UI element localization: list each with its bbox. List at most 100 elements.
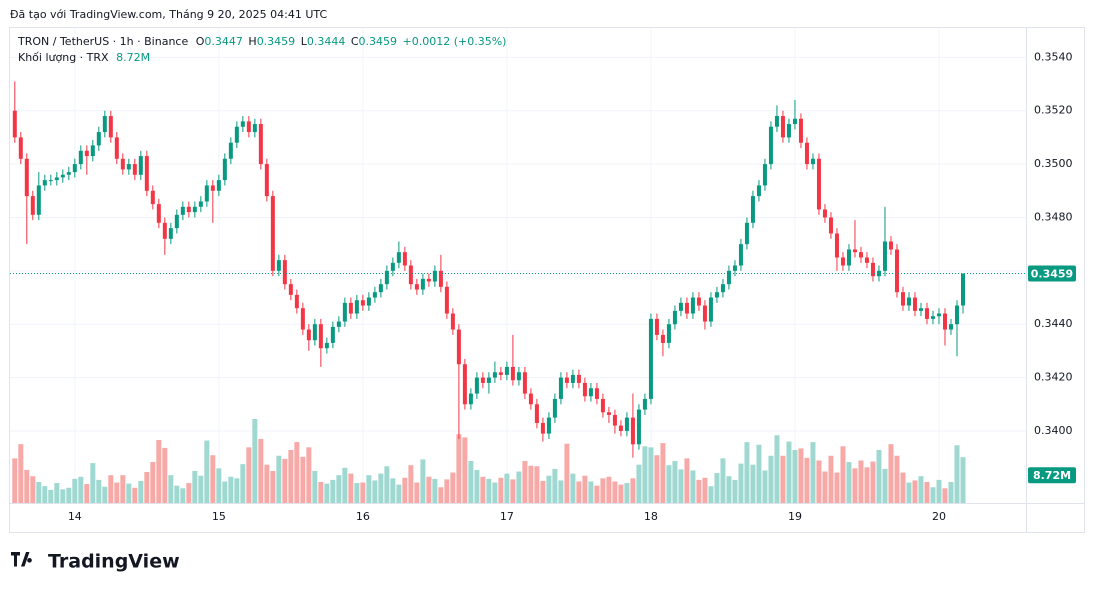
volume-bar (606, 476, 612, 503)
volume-bar (324, 483, 330, 503)
volume-bar (936, 479, 942, 503)
candle-body (576, 374, 581, 383)
x-tick-label: 16 (356, 510, 370, 523)
volume-bar (438, 487, 444, 503)
volume-bar (756, 444, 762, 503)
volume-bar (372, 480, 378, 503)
candle-body (414, 284, 419, 290)
volume-bar (528, 465, 534, 503)
volume-bar (864, 467, 870, 503)
candle-body (528, 393, 533, 405)
volume-bar (204, 440, 210, 503)
volume-bar (504, 473, 510, 503)
volume-bar (522, 461, 528, 503)
volume-bar (714, 473, 720, 503)
volume-value: 8.72M (116, 51, 150, 64)
volume-bar (498, 477, 504, 503)
candle-body (540, 422, 545, 434)
volume-bar (36, 482, 42, 503)
volume-bar (360, 482, 366, 503)
candle-body (654, 318, 659, 335)
volume-bar (888, 444, 894, 503)
volume-bar (894, 455, 900, 503)
candle-body (408, 265, 413, 285)
volume-bar (720, 458, 726, 503)
candle-body (870, 262, 875, 277)
volume-bar (66, 487, 72, 503)
logo-text: TradingView (48, 551, 180, 573)
volume-bar (432, 478, 438, 503)
volume-bar (798, 448, 804, 503)
candle-body (546, 417, 551, 434)
candle-body (498, 372, 503, 375)
volume-bar (624, 483, 630, 503)
candle-body (348, 302, 353, 314)
candle-body (864, 257, 869, 263)
ohlc-label: H (248, 35, 256, 48)
candle-body (402, 252, 407, 266)
candle-body (594, 388, 599, 399)
candle-body (198, 201, 203, 207)
ohlc-value: 0.3459 (359, 35, 398, 48)
candle-body (138, 156, 143, 175)
volume-bar (12, 458, 18, 503)
candle-body (492, 372, 497, 378)
volume-bar (282, 458, 288, 503)
volume-bar (318, 482, 324, 503)
volume-bar (960, 457, 966, 503)
candle-body (336, 321, 341, 327)
candle-body (510, 366, 515, 381)
volume-bar (882, 468, 888, 503)
candle-body (438, 270, 443, 287)
candle-body (450, 313, 455, 330)
candle-body (474, 377, 479, 394)
volume-bar (654, 455, 660, 503)
x-tick-label: 18 (644, 510, 658, 523)
candle-body (636, 409, 641, 445)
candle-body (312, 324, 317, 341)
candle-body (792, 118, 797, 125)
candle-body (804, 142, 809, 165)
volume-bar (492, 482, 498, 503)
volume-bar (462, 437, 468, 503)
volume-bar (648, 447, 654, 503)
candle-body (162, 222, 167, 239)
volume-bar (468, 461, 474, 503)
candle-body (552, 398, 557, 418)
volume-bar (828, 455, 834, 503)
volume-bar (168, 475, 174, 503)
volume-bar (762, 470, 768, 503)
ohlc-value: 0.3444 (307, 35, 346, 48)
logo-icon (11, 552, 32, 567)
last-price-box (1028, 265, 1076, 282)
candle-body (156, 204, 161, 223)
candle-body (888, 241, 893, 250)
ohlc-value: 0.3459 (257, 35, 296, 48)
candle-body (114, 137, 119, 159)
volume-bar (30, 476, 36, 503)
candle-body (720, 284, 725, 293)
candle-body (192, 206, 197, 213)
volume-bar (276, 455, 282, 503)
candle-body (918, 308, 923, 311)
candle-body (942, 313, 947, 330)
candle-body (384, 270, 389, 285)
volume-bar (150, 462, 156, 503)
volume-bar (384, 466, 390, 503)
candle-body (48, 180, 53, 182)
candle-body (246, 121, 251, 133)
volume-bar (102, 486, 108, 503)
volume-bar (126, 483, 132, 503)
volume-bar (774, 435, 780, 503)
volume-bar (258, 438, 264, 503)
volume-bar (510, 479, 516, 503)
volume-bar (576, 481, 582, 503)
candle-body (342, 302, 347, 322)
candle-body (18, 137, 23, 159)
volume-bar (906, 482, 912, 503)
candle-body (180, 206, 185, 215)
y-tick-label: 0.3400 (1034, 424, 1073, 437)
candle-body (906, 297, 911, 306)
candle-body (726, 270, 731, 285)
volume-bar (96, 479, 102, 503)
